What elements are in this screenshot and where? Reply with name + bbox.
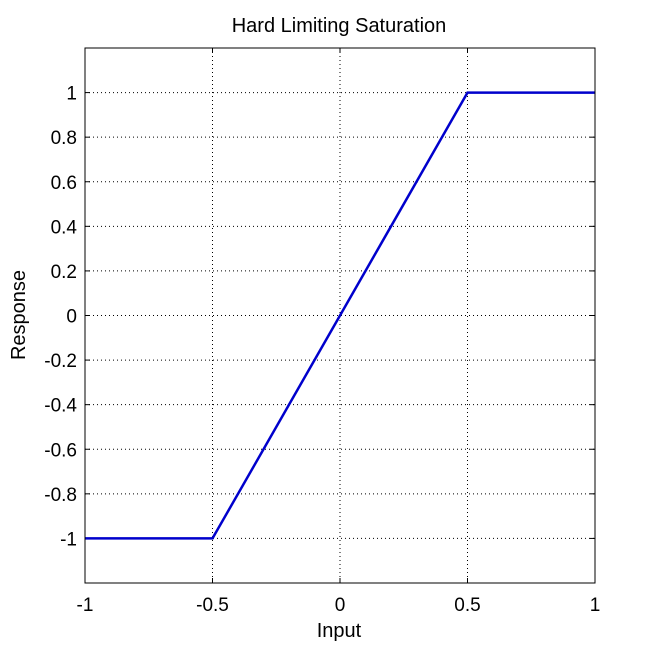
y-tick-label: -0.8 <box>44 485 77 506</box>
x-tick-label: 1 <box>590 595 601 616</box>
y-tick-label: 0.2 <box>51 262 77 283</box>
y-tick-label: -0.2 <box>44 351 77 372</box>
x-tick-label: 0.5 <box>454 595 480 616</box>
plot-frame <box>84 47 596 584</box>
y-axis-label: Response <box>8 270 30 360</box>
y-tick-label: 1 <box>66 84 77 105</box>
series-line <box>85 91 595 540</box>
x-tick-labels: -1 -0.5 0 0.5 1 <box>77 595 601 616</box>
x-tick-label: -1 <box>77 595 94 616</box>
y-tick-label: 0 <box>66 307 77 328</box>
y-tick-label: 0.8 <box>51 128 77 149</box>
x-tick-label: 0 <box>335 595 346 616</box>
series-group <box>85 91 595 540</box>
y-tick-label: -0.6 <box>44 440 77 461</box>
y-tick-label: 0.4 <box>51 217 78 238</box>
y-tick-label: -1 <box>60 529 77 550</box>
y-tick-label: -0.4 <box>44 396 77 417</box>
x-axis-label: Input <box>317 620 362 642</box>
x-tick-label: -0.5 <box>196 595 229 616</box>
chart-title: Hard Limiting Saturation <box>232 15 447 37</box>
y-tick-label: 0.6 <box>51 173 77 194</box>
y-tick-labels: 1 0.8 0.6 0.4 0.2 0 -0.2 -0.4 -0.6 -0.8 -1 <box>44 84 77 551</box>
